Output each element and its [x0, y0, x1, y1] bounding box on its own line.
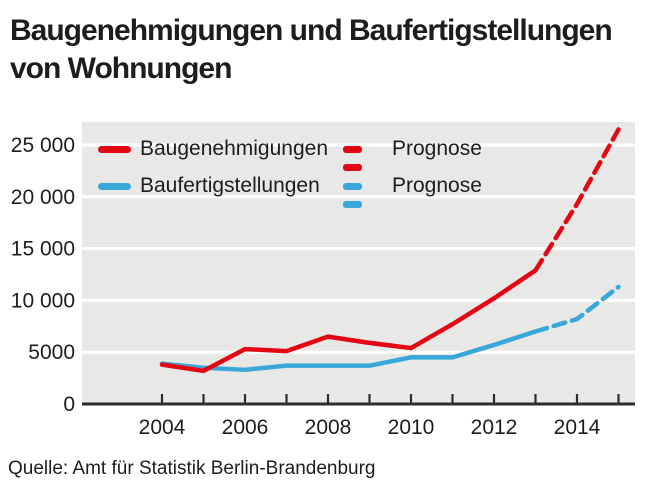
y-tick-label: 10 000	[11, 289, 75, 312]
line-baufertigstellungen-prognose	[533, 284, 621, 334]
page-title-line1: Baugenehmigungen und Baufertigstellungen	[10, 14, 613, 47]
dash-segment	[343, 201, 362, 208]
legend-label-permits: Baugenehmigungen	[140, 137, 328, 160]
x-tick-label: 2010	[388, 416, 435, 439]
line-baugenehmigungen	[159, 268, 538, 374]
page-title: Baugenehmigungen und Baufertigstellungen…	[10, 12, 640, 87]
legend-row-permits: Baugenehmigungen Prognose	[0, 137, 650, 171]
y-tick-label: 15 000	[11, 238, 75, 261]
legend-row-completions: Baufertigstellungen Prognose	[0, 174, 650, 208]
legend-swatch-permits-solid	[98, 146, 131, 153]
legend-label-completions-prognose: Prognose	[392, 174, 482, 197]
line-baufertigstellungen	[159, 329, 538, 373]
x-tick-label: 2012	[471, 416, 518, 439]
line-baugenehmigungen-prognose	[533, 127, 621, 273]
y-tick-label: 0	[63, 393, 75, 416]
dash-segment	[343, 164, 362, 171]
dash-segment	[343, 183, 362, 190]
y-tick-label: 5000	[28, 341, 75, 364]
page-title-line2: von Wohnungen	[10, 51, 232, 85]
x-tick-label: 2006	[222, 416, 269, 439]
dash-segment	[343, 146, 362, 153]
legend-swatch-completions-dashed	[343, 183, 389, 208]
legend-swatch-permits-dashed	[343, 146, 389, 171]
source-caption: Quelle: Amt für Statistik Berlin-Branden…	[8, 458, 376, 479]
legend-label-permits-prognose: Prognose	[392, 137, 482, 160]
y-tick-label: 20 000	[11, 186, 75, 209]
legend-label-completions: Baufertigstellungen	[140, 174, 320, 197]
x-tick-label: 2008	[305, 416, 352, 439]
legend-swatch-completions-solid	[98, 183, 131, 190]
y-tick-label: 25 000	[11, 134, 75, 157]
x-tick-label: 2004	[139, 416, 186, 439]
x-tick-label: 2014	[554, 416, 601, 439]
